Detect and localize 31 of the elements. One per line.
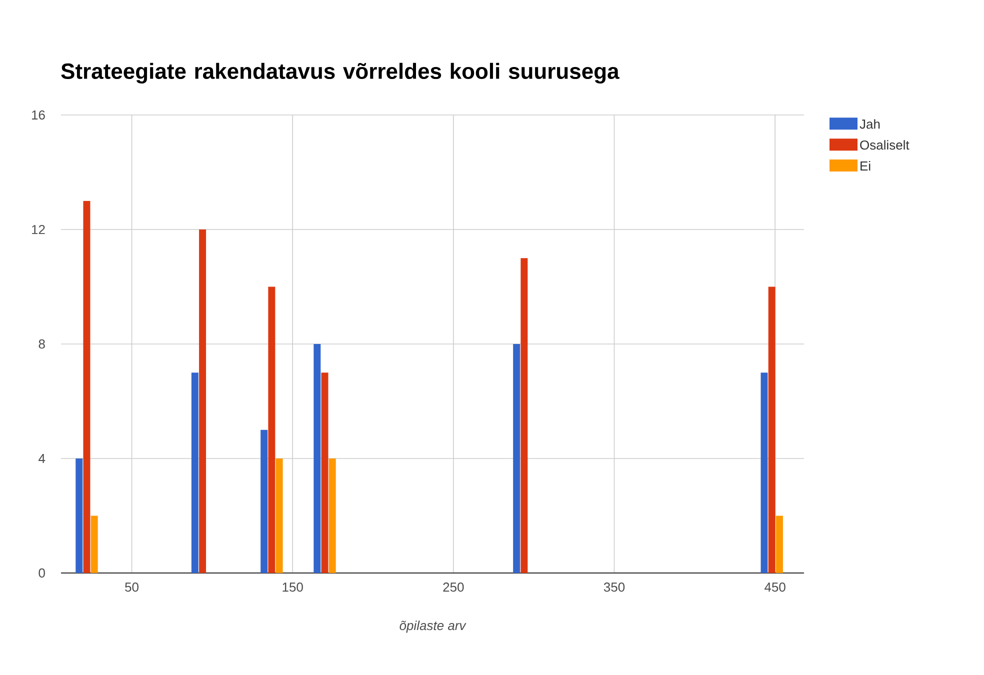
bar — [191, 372, 198, 573]
bar — [276, 458, 283, 573]
bar — [328, 458, 336, 573]
bar — [268, 286, 276, 573]
legend-label: Osaliselt — [860, 140, 910, 150]
x-tick-label: 450 — [764, 582, 786, 592]
x-tick-label: 250 — [443, 582, 464, 592]
x-tick-label: 50 — [125, 582, 138, 592]
bar — [520, 258, 528, 573]
legend-label: Jah — [860, 119, 880, 129]
bar — [776, 516, 783, 573]
chart-title: Strateegiate rakendatavus võrreldes kooli suurusega — [61, 62, 620, 84]
legend-label: Ei — [860, 161, 870, 170]
bar — [321, 372, 328, 573]
x-tick-label: 350 — [604, 582, 625, 592]
bar — [760, 372, 768, 573]
y-tick-label: 12 — [32, 224, 45, 234]
bar — [83, 200, 90, 573]
y-tick-label: 0 — [38, 568, 45, 578]
x-axis-title: õpilaste arv — [400, 620, 466, 633]
bar — [199, 229, 206, 573]
bar — [314, 344, 321, 573]
bar — [768, 286, 776, 573]
bar — [76, 458, 83, 573]
bar — [90, 516, 98, 573]
x-tick-label: 150 — [282, 582, 303, 592]
y-tick-label: 16 — [32, 110, 45, 120]
y-tick-label: 8 — [38, 339, 45, 349]
bar — [513, 344, 520, 573]
bar — [260, 430, 268, 573]
y-tick-label: 4 — [38, 454, 46, 463]
